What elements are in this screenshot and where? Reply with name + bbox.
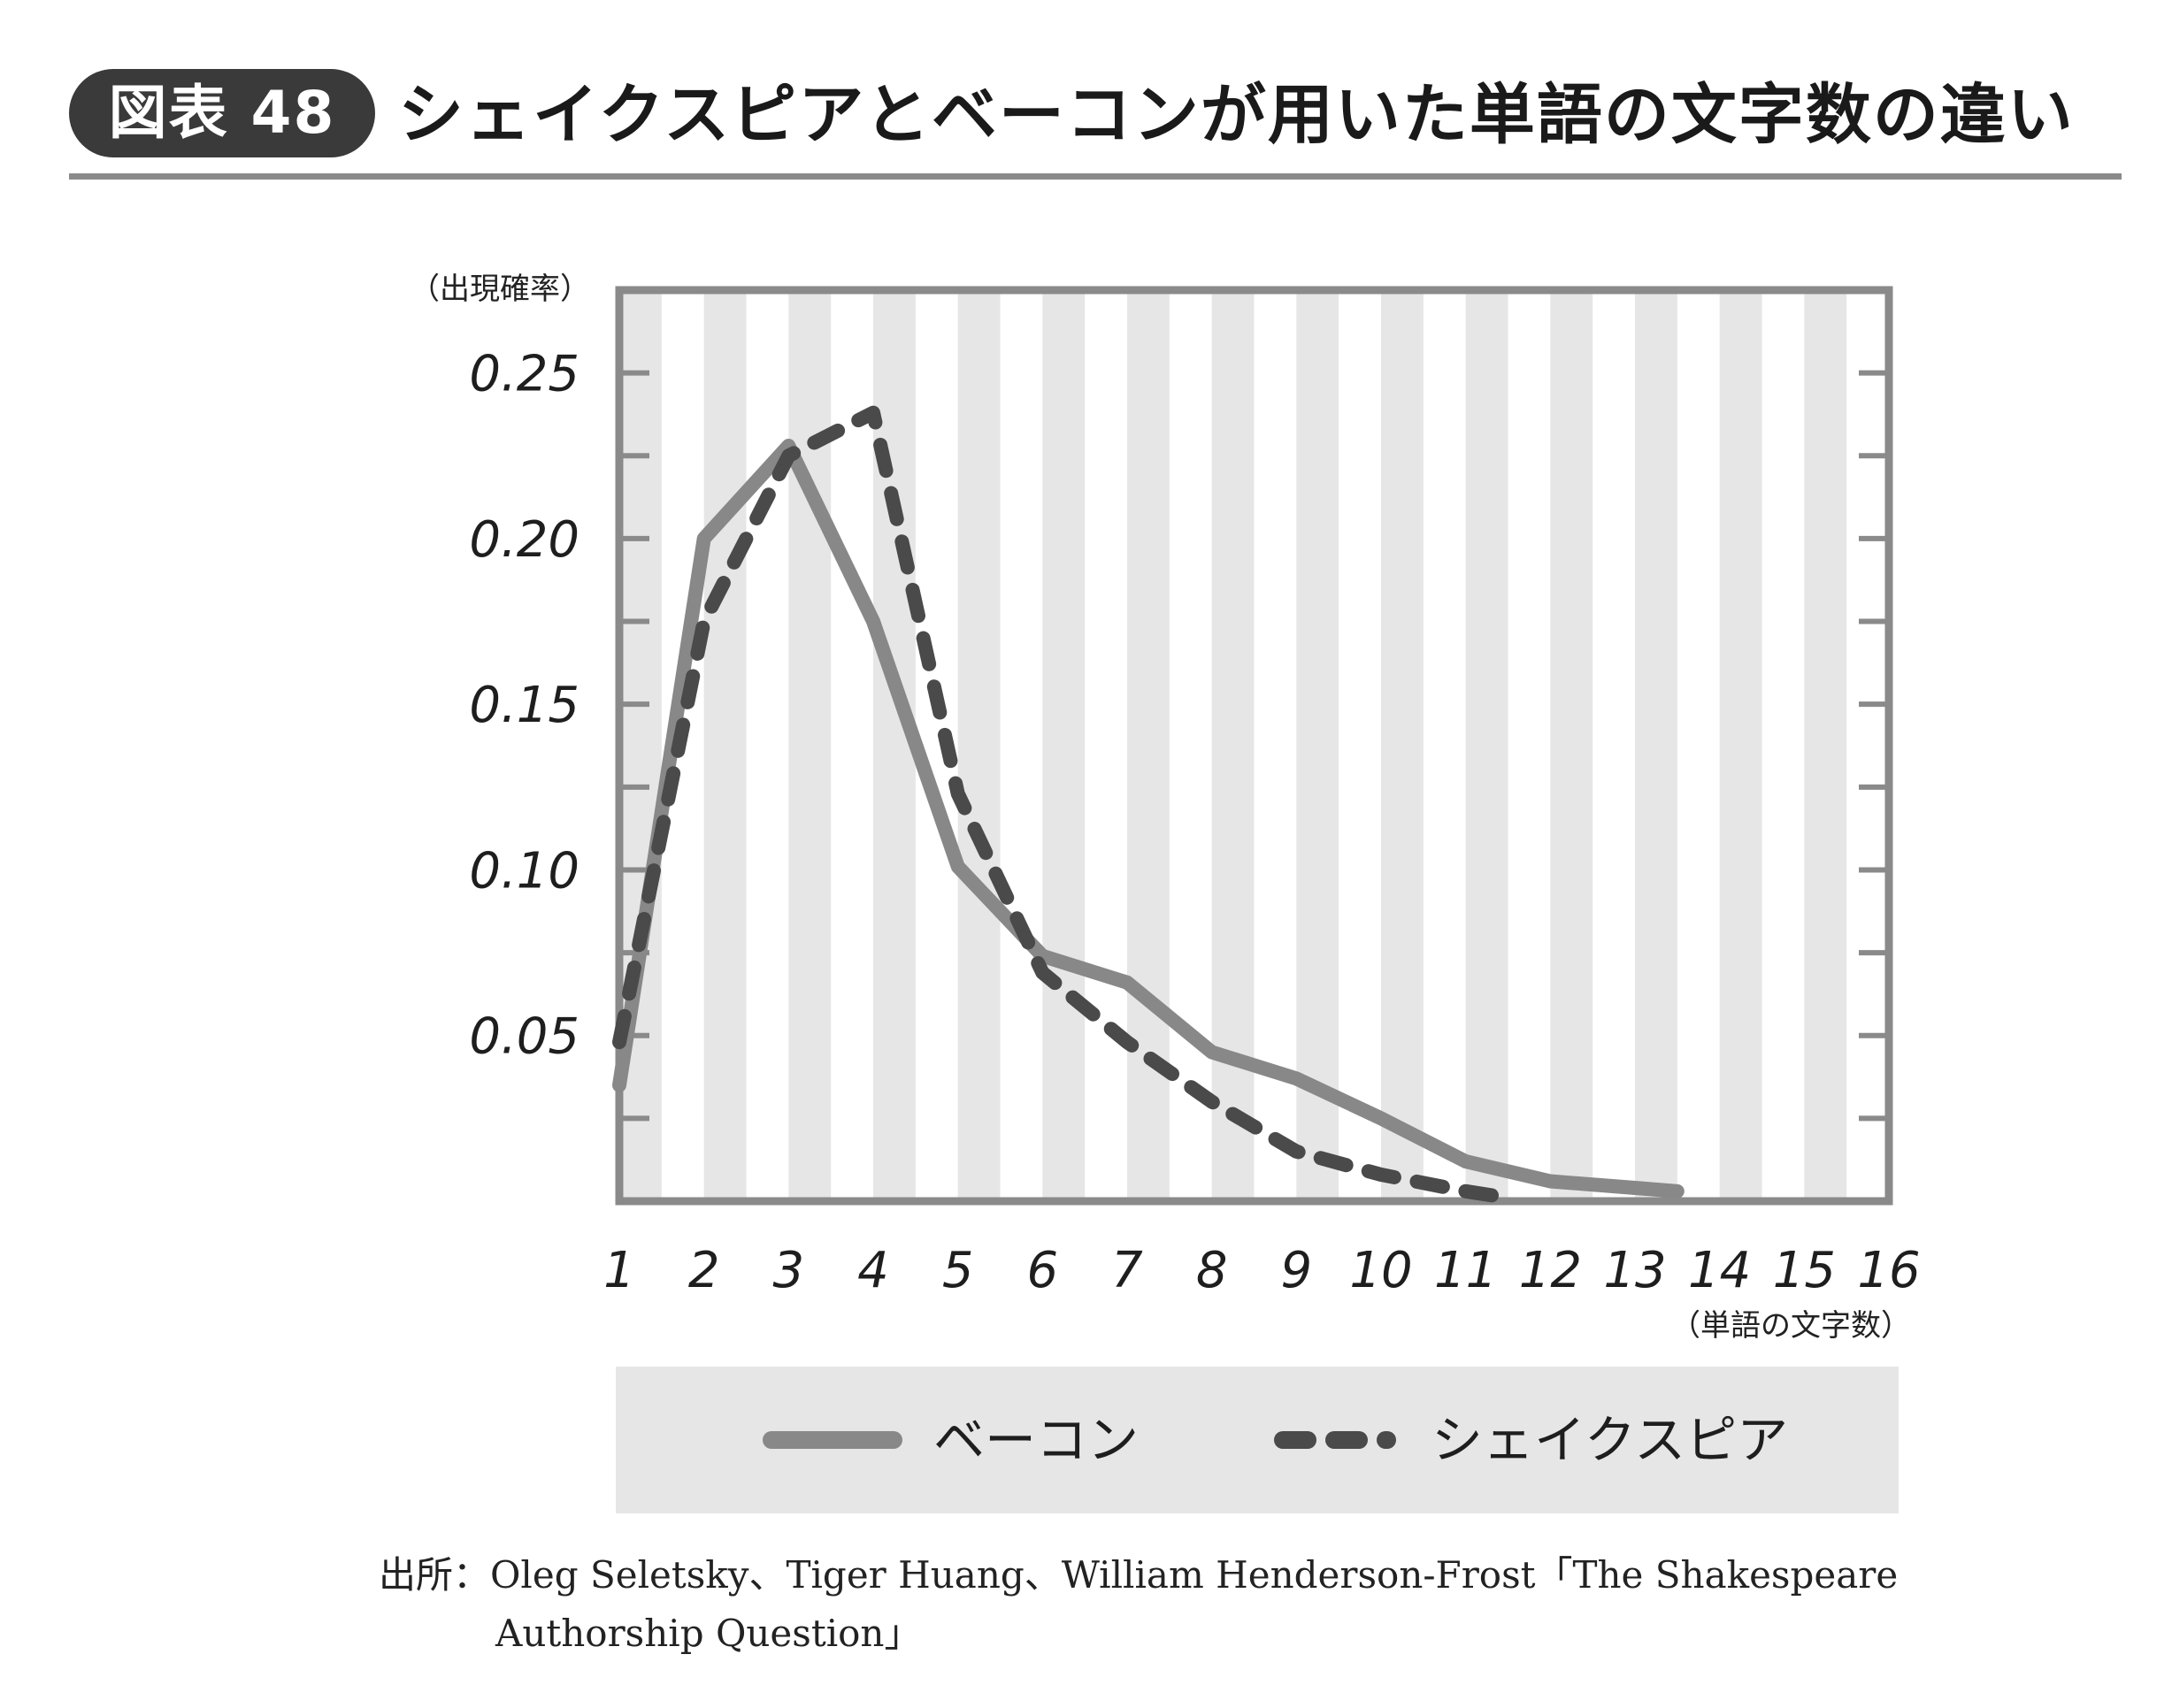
background-band	[1465, 290, 1508, 1201]
background-band	[1296, 290, 1339, 1201]
x-tick-label: 7	[1111, 1242, 1143, 1299]
x-tick-label: 6	[1027, 1242, 1059, 1299]
x-tick-label: 14	[1688, 1242, 1751, 1299]
x-tick-label: 12	[1519, 1242, 1582, 1299]
background-band	[1042, 290, 1086, 1201]
background-band	[788, 290, 832, 1201]
figure-header: 図表 48 シェイクスピアとベーコンが用いた単語の文字数の違い	[69, 64, 2122, 184]
legend-label-shakespeare: シェイクスピア	[1431, 1410, 1788, 1470]
x-tick-label: 16	[1857, 1242, 1920, 1299]
x-tick-label: 3	[773, 1242, 805, 1299]
x-tick-label: 2	[688, 1242, 720, 1299]
x-tick-label: 1	[603, 1242, 635, 1299]
background-band	[957, 290, 1001, 1201]
series-line-bacon	[612, 439, 1685, 1199]
background-bands	[619, 290, 1847, 1201]
background-band	[1719, 290, 1762, 1201]
y-axis-label: （出現確率）	[410, 272, 590, 307]
series-lines	[612, 405, 1685, 1206]
y-tick-label: 0.10	[469, 842, 579, 900]
background-band	[1804, 290, 1847, 1201]
x-tick-labels: 1 2 3 4 5 6 7 8 9 10 11 12 13 14 15 16	[603, 1242, 1920, 1299]
y-tick-label: 0.20	[469, 511, 579, 569]
source-note: 出所：Oleg Seletsky、Tiger Huang、William Hen…	[379, 1546, 1898, 1663]
x-tick-label: 4	[857, 1242, 889, 1299]
x-tick-label: 15	[1773, 1242, 1836, 1299]
plot-frame	[615, 286, 1893, 1206]
x-tick-label: 5	[942, 1242, 974, 1299]
y-tick-label: 0.05	[469, 1008, 579, 1066]
tick-marks	[619, 370, 1889, 1122]
figure-number-badge: 図表 48	[69, 69, 375, 157]
legend: ベーコン シェイクスピア	[616, 1367, 1899, 1513]
source-line-1: 出所：Oleg Seletsky、Tiger Huang、William Hen…	[379, 1553, 1899, 1597]
x-tick-label: 13	[1603, 1242, 1666, 1299]
y-tick-labels: 0.05 0.10 0.15 0.20 0.25	[469, 346, 579, 1066]
background-band	[1381, 290, 1424, 1201]
x-tick-label: 11	[1434, 1242, 1497, 1299]
source-line-2: Authorship Question」	[495, 1612, 922, 1655]
series-line-shakespeare	[612, 405, 1516, 1206]
y-tick-label: 0.25	[469, 346, 579, 403]
y-tick-label: 0.15	[469, 677, 579, 734]
legend-label-bacon: ベーコン	[933, 1410, 1139, 1470]
x-tick-label: 8	[1196, 1242, 1228, 1299]
x-axis-label: （単語の文字数）	[1670, 1308, 1911, 1344]
background-band	[1635, 290, 1677, 1201]
figure-title: シェイクスピアとベーコンが用いた単語の文字数の違い	[398, 77, 2075, 153]
x-tick-label: 9	[1281, 1242, 1313, 1299]
background-band	[1550, 290, 1593, 1201]
x-tick-label: 10	[1349, 1242, 1412, 1299]
background-band	[703, 290, 747, 1201]
title-underline	[69, 173, 2122, 180]
